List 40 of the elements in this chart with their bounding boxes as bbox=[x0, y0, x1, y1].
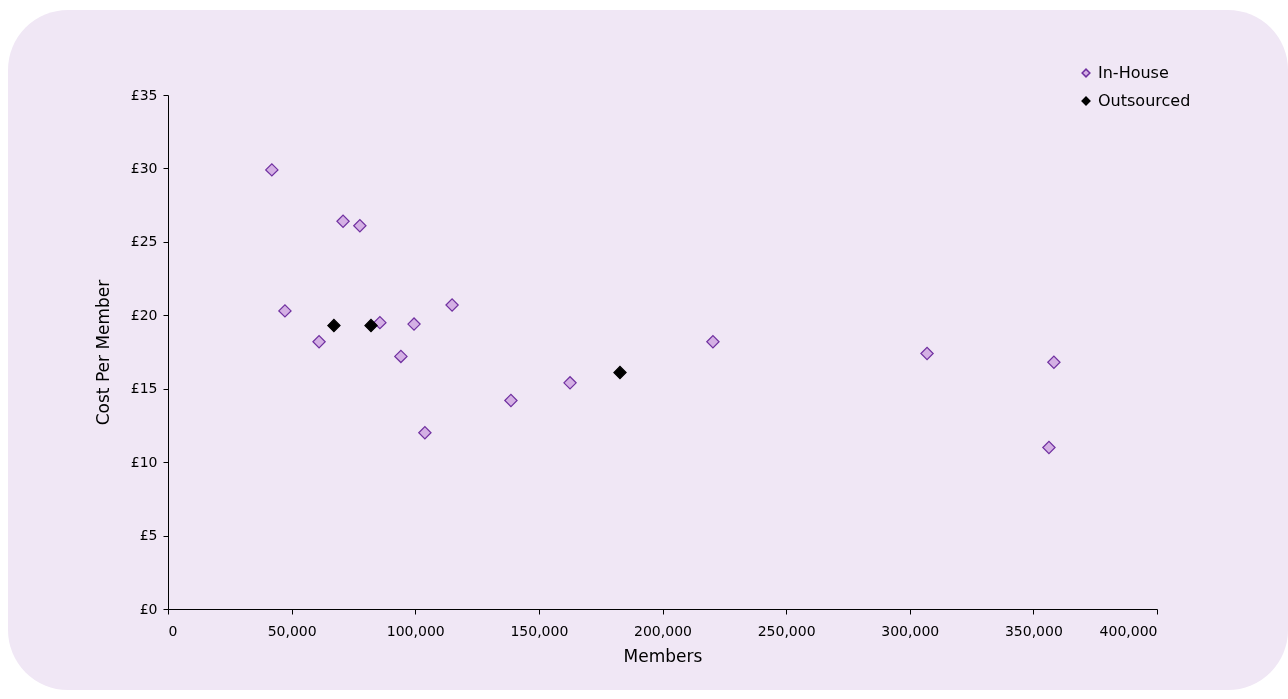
y-tick-label: £35 bbox=[130, 86, 158, 103]
point bbox=[312, 335, 326, 349]
x-tick-label: 400,000 bbox=[1099, 622, 1158, 639]
point bbox=[407, 317, 421, 331]
x-tick-label: 200,000 bbox=[634, 622, 692, 639]
point bbox=[373, 315, 387, 330]
point bbox=[353, 218, 367, 233]
point bbox=[1047, 355, 1061, 369]
legend-label: In-House bbox=[1098, 63, 1169, 82]
x-tick-label: 50,000 bbox=[267, 622, 317, 639]
y-tick-label: £15 bbox=[130, 380, 158, 397]
y-tick-label: £10 bbox=[130, 453, 158, 470]
point bbox=[445, 298, 459, 312]
point bbox=[327, 318, 341, 333]
point bbox=[706, 335, 720, 349]
x-tick-label: 0 bbox=[168, 622, 178, 639]
x-tick-label: 100,000 bbox=[386, 622, 445, 639]
point bbox=[563, 376, 577, 390]
x-tick-label: 250,000 bbox=[757, 622, 816, 639]
point bbox=[920, 346, 934, 361]
y-tick-label: £30 bbox=[130, 159, 158, 176]
point bbox=[364, 318, 378, 333]
point bbox=[504, 393, 518, 408]
point bbox=[418, 426, 432, 440]
legend-label: Outsourced bbox=[1098, 91, 1191, 110]
x-axis-title: Members bbox=[623, 645, 703, 666]
point bbox=[613, 365, 627, 380]
x-tick-label: 350,000 bbox=[1004, 622, 1063, 639]
y-axis-title: Cost Per Member bbox=[92, 279, 113, 426]
y-tick-label: £25 bbox=[130, 233, 158, 250]
point bbox=[394, 349, 408, 364]
y-tick-label: £20 bbox=[130, 306, 158, 323]
point bbox=[265, 163, 279, 177]
y-tick-label: £5 bbox=[139, 527, 158, 544]
x-tick-label: 300,000 bbox=[881, 622, 940, 639]
point bbox=[1042, 440, 1056, 455]
y-tick-label: £0 bbox=[139, 600, 158, 617]
x-tick-label: 150,000 bbox=[510, 622, 569, 639]
point bbox=[278, 304, 292, 318]
point bbox=[336, 214, 350, 229]
